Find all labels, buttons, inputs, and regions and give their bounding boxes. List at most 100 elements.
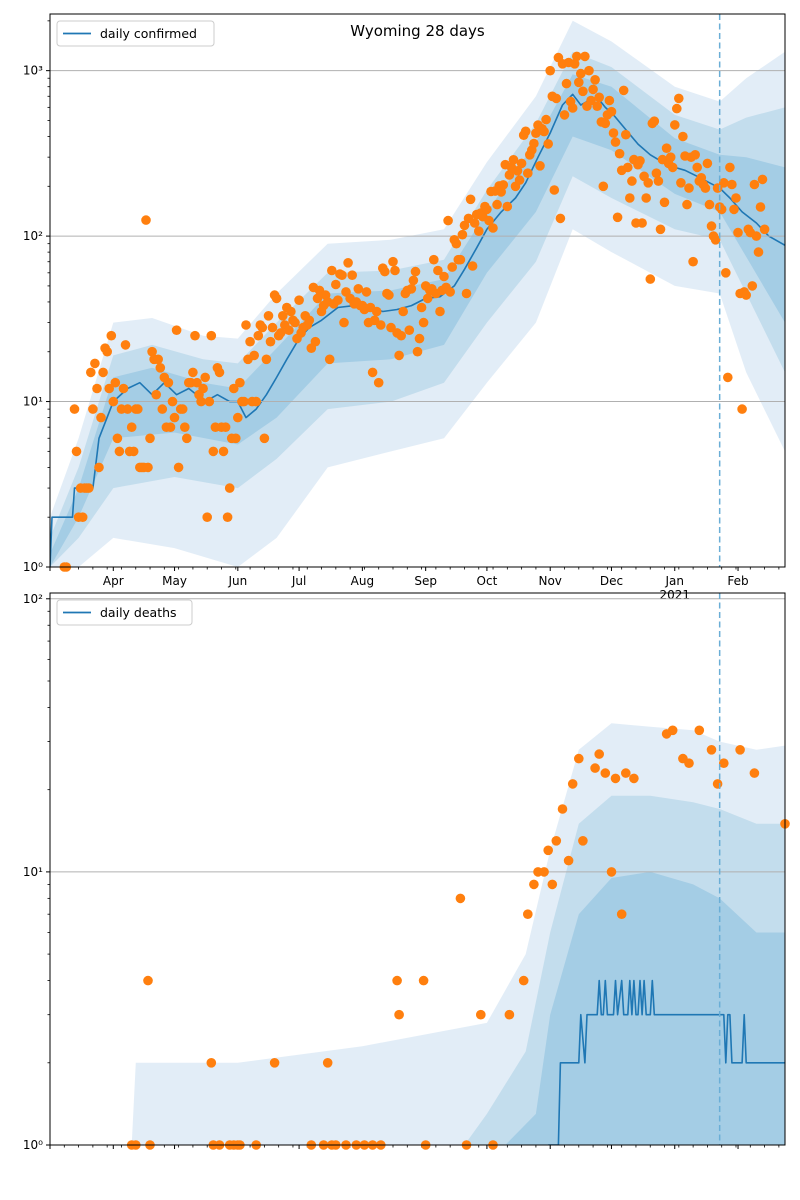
data-point — [269, 1058, 280, 1068]
data-point — [347, 270, 358, 281]
legend-label: daily confirmed — [100, 26, 197, 41]
data-point — [408, 275, 419, 286]
data-point — [674, 93, 684, 104]
data-point — [567, 103, 578, 113]
data-point — [153, 354, 163, 365]
uncertainty-band — [50, 871, 785, 1145]
data-point — [133, 404, 143, 414]
data-point — [551, 836, 562, 846]
data-point — [512, 166, 523, 176]
data-point — [222, 512, 233, 522]
data-point — [627, 176, 637, 186]
data-point — [606, 867, 617, 877]
data-point — [594, 749, 604, 759]
data-point — [645, 274, 656, 284]
data-point — [614, 148, 625, 159]
data-point — [206, 330, 217, 341]
data-point — [204, 396, 215, 407]
plot-area — [50, 723, 785, 1145]
data-point — [322, 1058, 333, 1068]
data-point — [294, 295, 304, 306]
legend-box — [56, 20, 215, 47]
data-point — [327, 265, 337, 276]
data-point — [704, 199, 715, 210]
y-tick-label: 10⁰ — [23, 1138, 43, 1152]
data-point — [104, 383, 114, 394]
data-point — [196, 396, 206, 407]
data-point — [637, 218, 647, 228]
data-point — [435, 306, 445, 317]
x-tick-label: Oct — [477, 574, 498, 588]
data-point — [92, 383, 102, 394]
data-point — [422, 293, 433, 304]
data-point — [651, 168, 662, 178]
data-point — [590, 763, 600, 773]
y-tick-label: 10⁰ — [23, 560, 43, 574]
data-point — [706, 745, 717, 755]
data-point — [612, 212, 623, 223]
data-point — [721, 268, 731, 278]
y-tick-label: 10³ — [23, 64, 43, 78]
data-point — [126, 422, 137, 433]
data-point — [143, 462, 153, 473]
data-point — [208, 446, 219, 457]
data-point — [574, 753, 584, 764]
data-point — [492, 199, 502, 210]
x-tick-label: May — [162, 574, 187, 588]
data-point — [108, 396, 119, 407]
data-point — [373, 377, 384, 388]
data-point — [543, 845, 553, 856]
data-point — [569, 59, 580, 69]
data-point — [167, 396, 178, 407]
data-point — [759, 224, 770, 235]
data-point — [606, 106, 617, 117]
data-point — [94, 462, 104, 473]
chart-title: Wyoming 28 days — [350, 22, 485, 40]
data-point — [578, 836, 588, 846]
legend-box — [56, 599, 193, 626]
data-point — [588, 84, 598, 95]
data-point — [198, 383, 208, 394]
y-tick-label: 10² — [23, 229, 43, 243]
data-point — [410, 266, 421, 277]
data-point — [502, 201, 513, 212]
data-point — [580, 51, 590, 62]
data-point — [439, 271, 449, 282]
data-point — [482, 204, 492, 215]
data-point — [584, 65, 594, 76]
data-point — [594, 92, 604, 103]
legend-label: daily deaths — [100, 605, 177, 620]
data-point — [690, 150, 700, 160]
data-point — [541, 114, 551, 125]
data-point — [286, 306, 296, 317]
uncertainty-band — [50, 74, 785, 567]
data-point — [429, 254, 439, 265]
data-point — [586, 95, 596, 106]
data-point — [275, 328, 286, 338]
data-point — [670, 120, 680, 130]
data-point — [723, 372, 733, 383]
x-tick-label: Jul — [291, 574, 306, 588]
data-point — [731, 193, 741, 203]
data-point — [261, 354, 272, 365]
data-point — [545, 65, 555, 76]
data-point — [371, 306, 382, 317]
x-year-label: 2021 — [659, 588, 690, 602]
data-point — [725, 162, 735, 173]
data-point — [171, 325, 182, 336]
data-point — [229, 383, 239, 394]
y-tick-label: 10² — [23, 592, 43, 606]
data-point — [284, 325, 294, 336]
data-point — [733, 227, 743, 238]
data-point — [659, 197, 670, 208]
data-point — [84, 483, 94, 493]
legend: daily confirmed — [56, 20, 215, 47]
data-point — [737, 404, 747, 414]
data-point — [445, 287, 456, 297]
data-point — [310, 336, 321, 347]
data-point — [239, 396, 249, 407]
data-point — [729, 204, 739, 215]
data-point — [333, 295, 343, 306]
data-point — [457, 229, 468, 240]
data-point — [543, 139, 553, 149]
